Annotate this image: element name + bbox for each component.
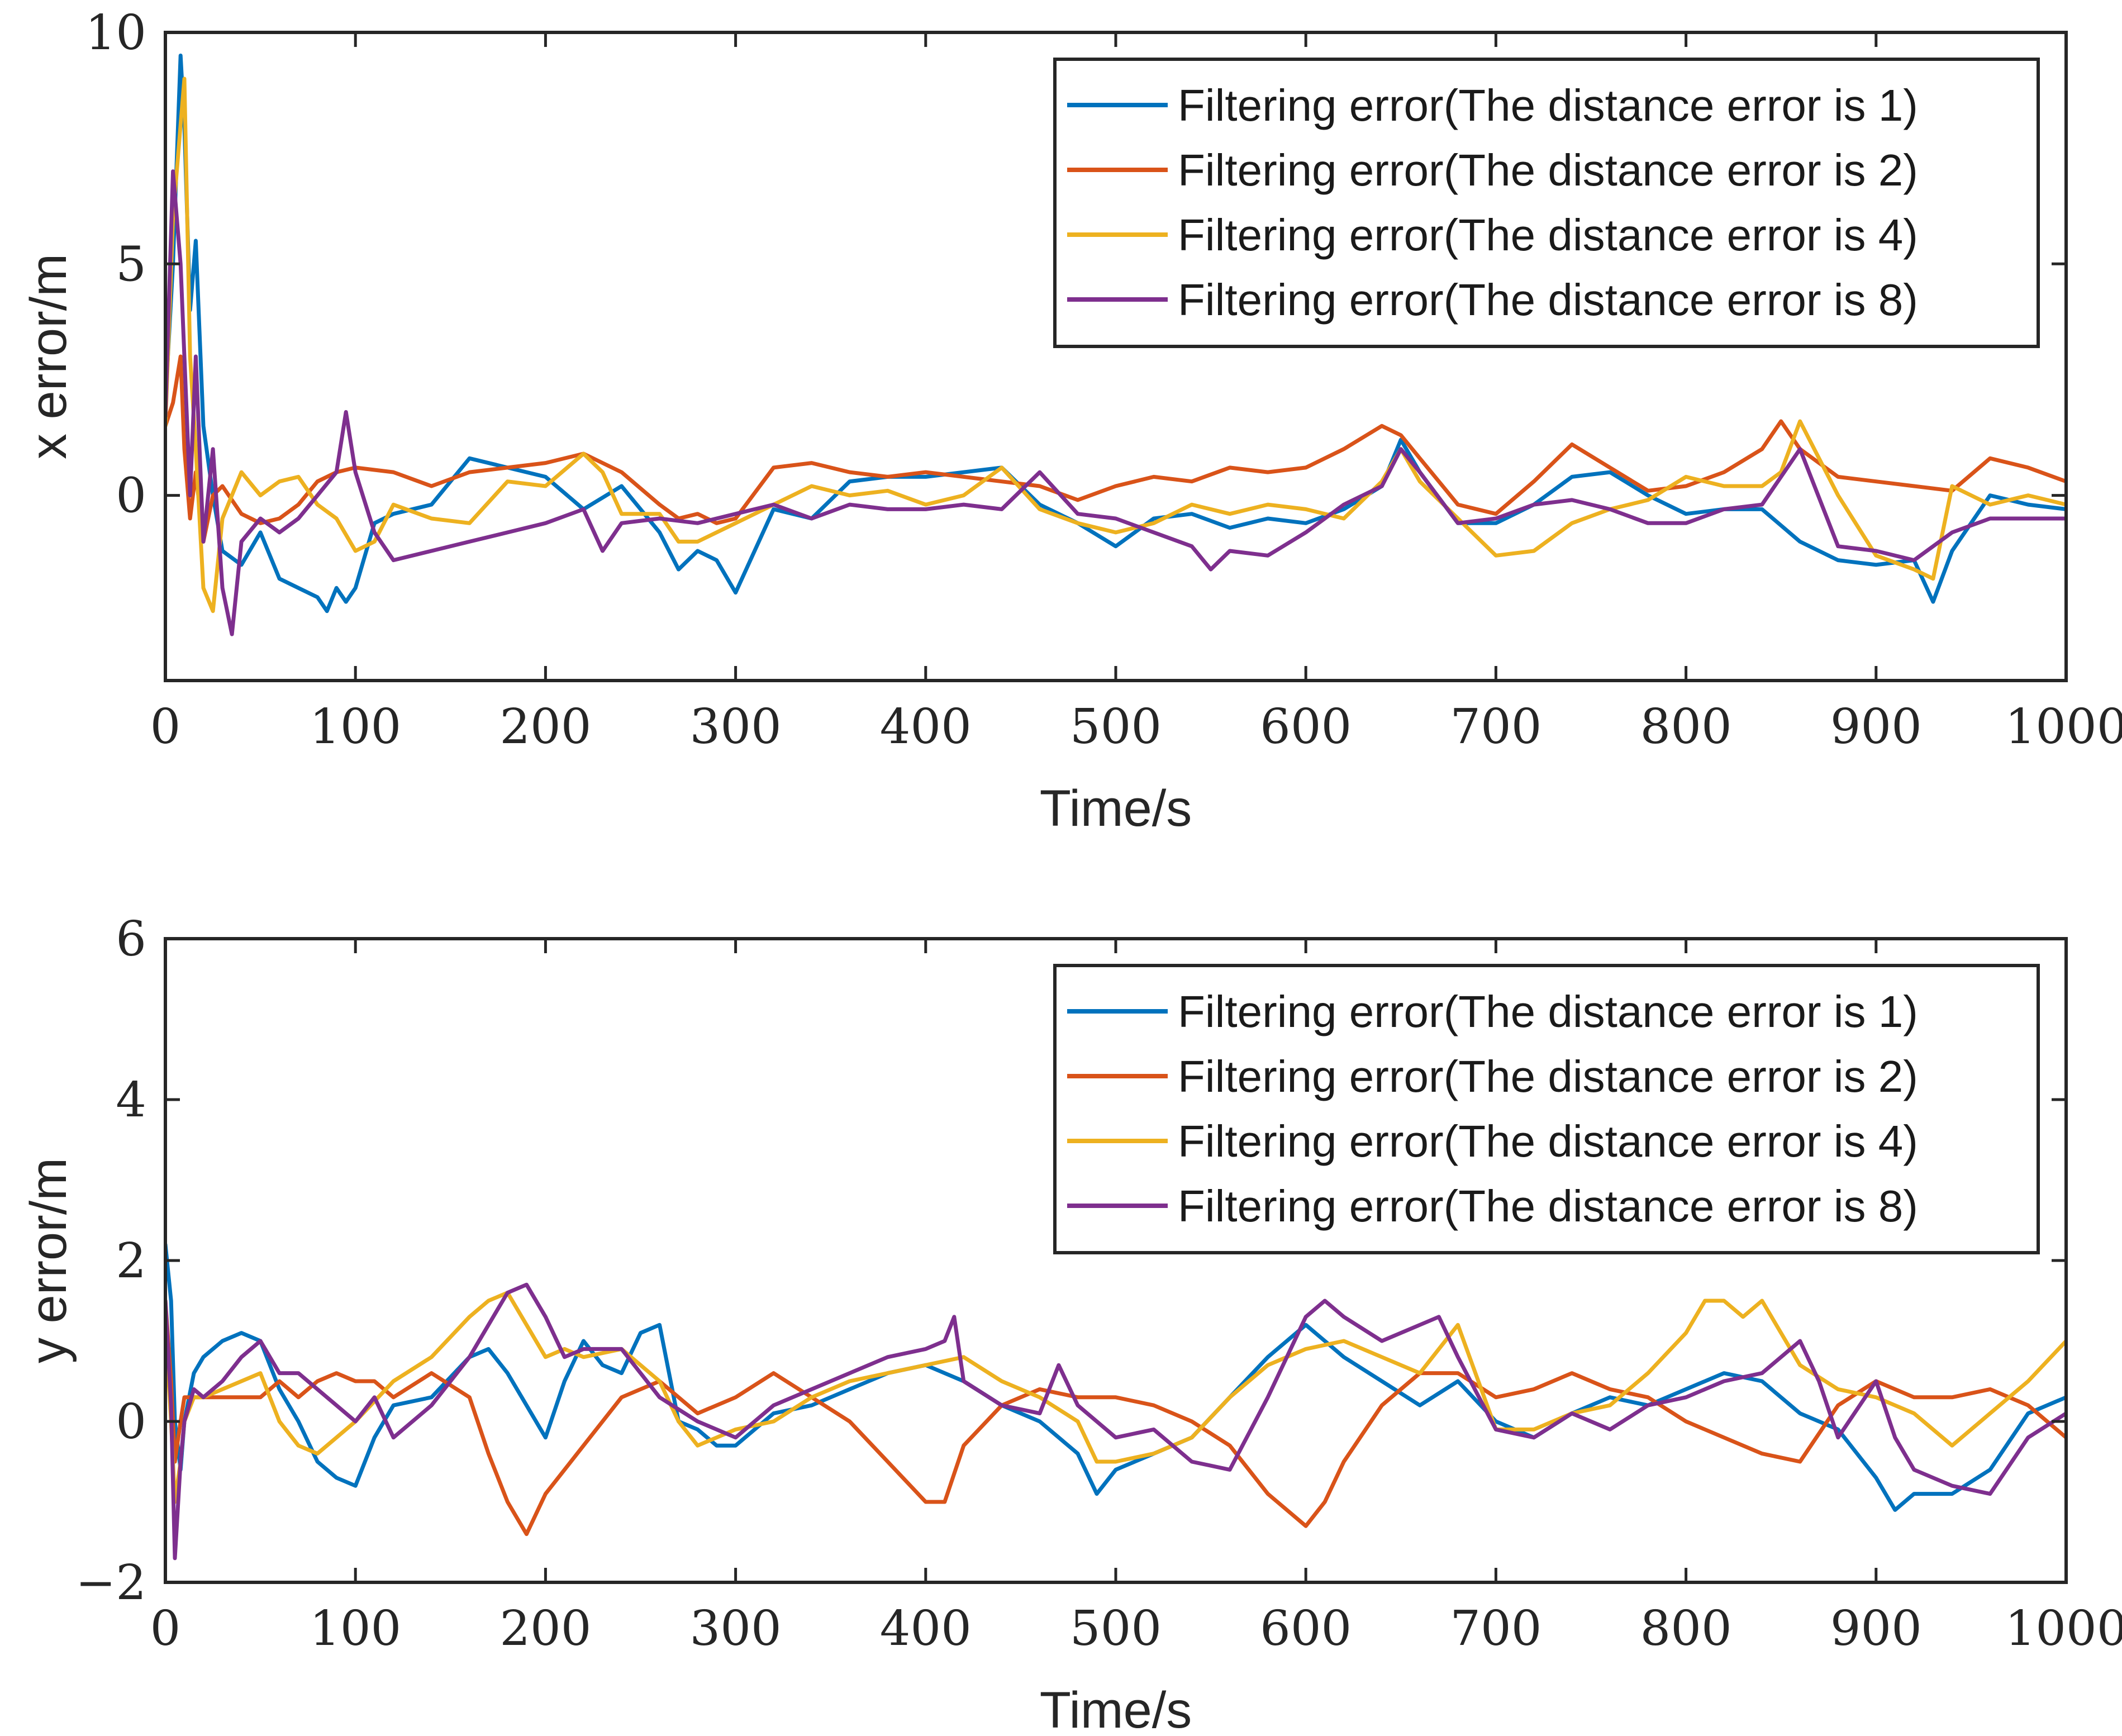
x-tick-label: 700: [1450, 699, 1541, 755]
x-axis-label: Time/s: [1040, 780, 1192, 837]
legend-box: [1053, 964, 2040, 1254]
legend-label-1: Filtering error(The distance error is 1): [1178, 987, 1918, 1036]
y-tick-label: 5: [116, 236, 146, 292]
x-tick-label: 600: [1260, 1601, 1352, 1657]
legend-label-3: Filtering error(The distance error is 4): [1178, 1116, 1918, 1166]
y-tick-label: 0: [116, 468, 146, 524]
y-axis-label: x error/m: [20, 254, 77, 459]
x-tick-label: 300: [690, 699, 782, 755]
x-tick-label: 900: [1830, 699, 1922, 755]
x-tick-label: 400: [880, 699, 972, 755]
legend: Filtering error(The distance error is 1)…: [1053, 58, 2040, 348]
x-error-plot: 0 100 200 300 400 500 600 700 800 900 1000 0 5 10 Time…: [20, 5, 2122, 837]
x-tick-label: 200: [499, 1601, 591, 1657]
x-tick-label: 900: [1830, 1601, 1922, 1657]
x-tick-label: 0: [150, 1601, 181, 1657]
x-tick-label: 100: [310, 699, 401, 755]
series-line-2: [165, 1299, 2066, 1537]
series-group: [165, 53, 2066, 636]
x-tick-label: 100: [310, 1601, 401, 1657]
x-axis-label: Time/s: [1040, 1682, 1192, 1736]
x-tick-label: 600: [1260, 699, 1352, 755]
y-tick-label: 10: [85, 5, 146, 61]
y-tick-label: 6: [116, 911, 146, 967]
legend-label-3: Filtering error(The distance error is 4): [1178, 210, 1918, 260]
x-tick-label: 500: [1070, 1601, 1162, 1657]
series-line-4: [165, 169, 2066, 636]
x-tick-label: 400: [880, 1601, 972, 1657]
y-tick-label: −2: [75, 1555, 146, 1611]
x-tick-label: 200: [499, 699, 591, 755]
series-line-1: [165, 1242, 2066, 1512]
x-tick-label: 0: [150, 699, 181, 755]
series-line-3: [165, 1291, 2066, 1504]
y-axis-label: y error/m: [20, 1158, 77, 1363]
legend: Filtering error(The distance error is 1)…: [1053, 964, 2040, 1254]
x-tick-label: 1000: [2005, 1601, 2122, 1657]
x-tick-label: 500: [1070, 699, 1162, 755]
legend-label-4: Filtering error(The distance error is 8): [1178, 1181, 1918, 1231]
series-line-3: [165, 77, 2066, 613]
x-tick-label: 300: [690, 1601, 782, 1657]
legend-label-2: Filtering error(The distance error is 2): [1178, 1052, 1918, 1101]
series-group: [165, 1242, 2066, 1561]
y-tick-label: 2: [116, 1233, 146, 1289]
y-error-plot: 0 100 200 300 400 500 600 700 800 900 1000−20246Ti…: [20, 911, 2122, 1736]
y-tick-label: 0: [116, 1394, 146, 1450]
legend-label-1: Filtering error(The distance error is 1): [1178, 80, 1918, 130]
legend-box: [1053, 58, 2040, 348]
legend-label-4: Filtering error(The distance error is 8): [1178, 275, 1918, 325]
x-tick-label: 800: [1640, 1601, 1732, 1657]
legend-label-2: Filtering error(The distance error is 2): [1178, 145, 1918, 195]
x-tick-label: 800: [1640, 699, 1732, 755]
series-line-1: [165, 53, 2066, 613]
series-line-4: [165, 1282, 2066, 1561]
x-tick-label: 700: [1450, 1601, 1541, 1657]
x-tick-label: 1000: [2005, 699, 2122, 755]
y-tick-label: 4: [116, 1072, 146, 1128]
